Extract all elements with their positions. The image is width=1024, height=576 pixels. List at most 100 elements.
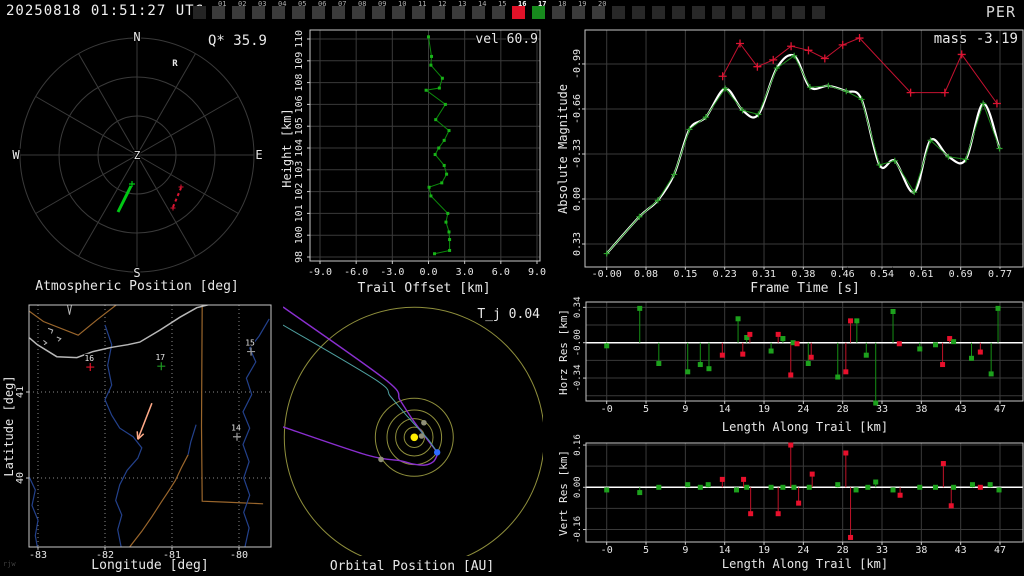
- frame-cell-11[interactable]: [412, 6, 425, 19]
- tick-label: 0.31: [752, 269, 776, 280]
- frame-cell-12[interactable]: [432, 6, 445, 19]
- tick-label: 103: [294, 161, 305, 179]
- tick-label: 9: [682, 545, 688, 556]
- tick-label: 0.00: [572, 187, 583, 211]
- shower-code: PER: [985, 3, 1016, 21]
- river: [187, 424, 197, 455]
- tick-label: -9.0: [308, 267, 332, 278]
- tick-label: 100: [294, 226, 305, 244]
- horz-res-xlabel: Length Along Trail [km]: [722, 420, 888, 434]
- frame-label: 10: [398, 0, 407, 8]
- frame-cell-08[interactable]: [352, 6, 365, 19]
- frame-label: 08: [358, 0, 367, 8]
- tick-label: -82: [96, 550, 114, 561]
- frame-label: 05: [298, 0, 307, 8]
- map-xlabel: Longitude [deg]: [91, 558, 208, 573]
- tick-label: 43: [955, 404, 967, 415]
- frame-cell-blank: [193, 6, 206, 19]
- direction-arrow: [137, 402, 153, 440]
- frame-cell-blank: [632, 6, 645, 19]
- planet-dot: [421, 419, 427, 426]
- tick-label: 0.08: [634, 269, 658, 280]
- frame-cell-01[interactable]: [212, 6, 225, 19]
- state-border: [200, 305, 264, 505]
- tick-label: -0.33: [572, 139, 583, 169]
- tick-label: 28: [837, 404, 849, 415]
- frame-label: 14: [478, 0, 487, 8]
- tick-label: 0.38: [791, 269, 815, 280]
- horz-res-ylabel: Horz Res [km]: [557, 309, 570, 395]
- frame-cell-03[interactable]: [252, 6, 265, 19]
- tick-label: 108: [294, 74, 305, 92]
- river: [242, 318, 270, 547]
- tick-label: 0.00: [573, 476, 583, 498]
- frame-label: 19: [578, 0, 587, 8]
- station-label: 17: [155, 353, 165, 362]
- frame-cell-17[interactable]: [532, 6, 545, 19]
- planet-orbit-ring: [283, 306, 543, 556]
- frame-label: 18: [558, 0, 567, 8]
- frame-cell-20[interactable]: [592, 6, 605, 19]
- frame-cell-10[interactable]: [392, 6, 405, 19]
- river: [29, 476, 39, 547]
- map-features: 14 15 16 17: [29, 305, 271, 547]
- frame-label: 03: [258, 0, 267, 8]
- frame-label: 16: [518, 0, 527, 8]
- tick-label: 0.77: [988, 269, 1012, 280]
- approach-track-path: [283, 324, 438, 453]
- state-border: [29, 305, 118, 336]
- frame-cell-13[interactable]: [452, 6, 465, 19]
- tick-label: 0.34: [573, 296, 583, 318]
- frame-cell-16[interactable]: [512, 6, 525, 19]
- tick-label: -0.00: [592, 269, 622, 280]
- frame-cell-09[interactable]: [372, 6, 385, 19]
- tick-label: 0.69: [949, 269, 973, 280]
- tick-label: 0.33: [572, 232, 583, 256]
- velocity-readout: vel 60.9: [475, 32, 538, 47]
- frame-cell-15[interactable]: [492, 6, 505, 19]
- frame-cell-14[interactable]: [472, 6, 485, 19]
- frame-cell-07[interactable]: [332, 6, 345, 19]
- vert-res-ylabel: Vert Res [km]: [557, 450, 570, 536]
- frame-cell-blank: [692, 6, 705, 19]
- frame-cell-05[interactable]: [292, 6, 305, 19]
- station-label: 15: [245, 339, 255, 348]
- tick-label: 33: [876, 404, 888, 415]
- frame-label: 13: [458, 0, 467, 8]
- tick-label: 33: [876, 545, 888, 556]
- tick-label: -83: [29, 550, 47, 561]
- magnitude-ylabel: Absolute Magnitude: [556, 84, 570, 214]
- frame-label: 15: [498, 0, 507, 8]
- tick-label: -0.34: [573, 365, 583, 392]
- frame-cell-19[interactable]: [572, 6, 585, 19]
- island: [67, 305, 72, 315]
- island: [43, 340, 48, 346]
- tisserand-readout: T_j 0.04: [477, 307, 540, 322]
- frame-cell-18[interactable]: [552, 6, 565, 19]
- frame-label: 06: [318, 0, 327, 8]
- frame-label: 20: [598, 0, 607, 8]
- planet-orbit-ring: [374, 397, 454, 477]
- planet-orbit-ring: [403, 426, 425, 448]
- tick-label: 38: [915, 545, 927, 556]
- frame-label: 17: [538, 0, 547, 8]
- frame-cell-blank: [612, 6, 625, 19]
- compass-east-label: E: [255, 148, 262, 162]
- tick-label: 28: [837, 545, 849, 556]
- island: [56, 336, 62, 342]
- frame-cell-06[interactable]: [312, 6, 325, 19]
- tick-label: 47: [994, 404, 1006, 415]
- tick-label: 109: [294, 52, 305, 70]
- frame-label: 07: [338, 0, 347, 8]
- meteor-track-green: [116, 185, 133, 213]
- zenith-label: Z: [134, 149, 141, 162]
- frame-label: 04: [278, 0, 287, 8]
- earth-dot: [433, 449, 441, 456]
- mass-readout: mass -3.19: [934, 31, 1018, 47]
- magnitude-xlabel: Frame Time [s]: [750, 281, 860, 296]
- tick-label: 5: [643, 545, 649, 556]
- frame-cell-02[interactable]: [232, 6, 245, 19]
- tick-label: 19: [758, 545, 770, 556]
- frame-cell-04[interactable]: [272, 6, 285, 19]
